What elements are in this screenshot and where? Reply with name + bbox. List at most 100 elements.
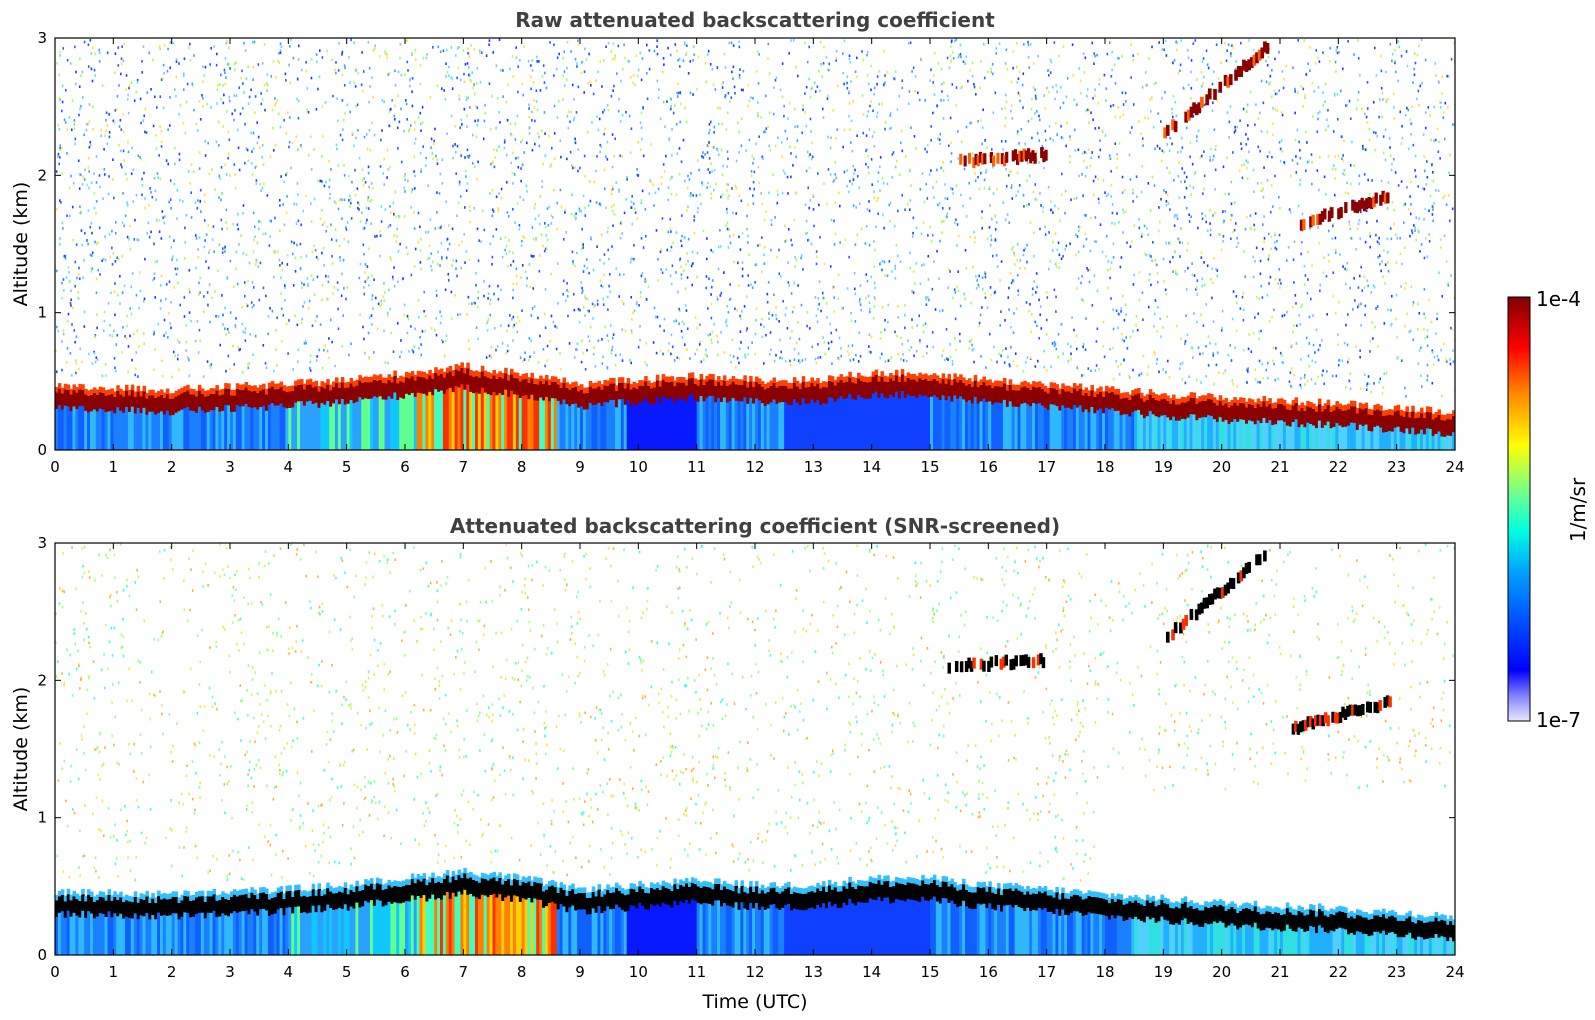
noise-pixel: [360, 83, 363, 87]
noise-pixel: [1407, 147, 1410, 151]
noise-pixel: [1212, 158, 1214, 162]
noise-pixel: [636, 300, 638, 304]
noise-pixel: [457, 201, 460, 205]
noise-pixel: [1376, 219, 1378, 223]
noise-pixel: [248, 261, 251, 265]
noise-pixel: [615, 267, 618, 270]
noise-pixel: [266, 89, 268, 92]
noise-pixel: [1357, 57, 1360, 60]
noise-pixel: [913, 135, 916, 138]
noise-pixel: [987, 70, 989, 74]
noise-pixel: [942, 169, 945, 173]
noise-pixel: [59, 199, 61, 202]
noise-pixel: [296, 360, 299, 363]
noise-pixel: [1085, 317, 1087, 320]
noise-pixel: [121, 350, 123, 354]
noise-pixel: [1158, 41, 1160, 44]
noise-pixel: [1447, 281, 1449, 285]
noise-pixel: [126, 98, 129, 101]
noise-pixel: [163, 221, 166, 225]
noise-pixel: [1386, 237, 1389, 241]
noise-pixel: [809, 117, 812, 121]
noise-pixel: [91, 267, 94, 270]
noise-pixel: [237, 345, 240, 349]
noise-pixel: [176, 339, 179, 342]
noise-pixel: [92, 46, 94, 50]
noise-pixel: [321, 56, 324, 59]
noise-pixel: [1317, 56, 1319, 60]
noise-pixel: [476, 305, 479, 309]
noise-pixel: [419, 63, 422, 67]
noise-pixel: [257, 265, 260, 268]
noise-pixel: [265, 294, 267, 298]
noise-pixel: [450, 46, 453, 49]
noise-pixel: [601, 285, 604, 289]
noise-pixel: [1248, 39, 1250, 42]
noise-pixel: [1451, 207, 1454, 211]
noise-pixel: [1259, 381, 1261, 384]
noise-pixel: [1098, 78, 1101, 81]
noise-pixel: [1254, 316, 1256, 319]
noise-pixel: [169, 41, 172, 44]
noise-pixel: [1176, 273, 1179, 276]
noise-pixel: [413, 155, 416, 158]
noise-pixel: [1328, 260, 1330, 263]
noise-pixel: [837, 273, 840, 277]
noise-pixel: [199, 188, 202, 192]
noise-pixel: [138, 306, 140, 310]
noise-pixel: [495, 348, 497, 352]
noise-pixel: [382, 295, 384, 299]
noise-pixel: [176, 217, 178, 220]
noise-pixel: [451, 264, 453, 267]
noise-pixel: [1097, 178, 1099, 181]
noise-pixel: [781, 356, 783, 360]
noise-pixel: [1439, 106, 1442, 109]
noise-pixel: [727, 183, 729, 186]
noise-pixel: [396, 234, 398, 238]
noise-pixel: [886, 274, 889, 278]
noise-pixel: [754, 332, 757, 336]
noise-pixel: [88, 170, 90, 173]
noise-pixel: [995, 47, 998, 50]
noise-pixel: [258, 146, 261, 150]
noise-pixel: [1161, 149, 1164, 153]
noise-pixel: [126, 178, 128, 181]
noise-pixel: [129, 334, 131, 338]
noise-pixel: [262, 232, 265, 236]
noise-pixel: [735, 159, 738, 163]
noise-pixel: [704, 353, 707, 357]
noise-pixel: [1356, 305, 1359, 309]
noise-pixel: [426, 257, 429, 261]
noise-pixel: [587, 81, 589, 85]
noise-pixel: [1443, 137, 1446, 141]
noise-pixel: [751, 341, 753, 345]
noise-pixel: [1278, 267, 1281, 271]
noise-pixel: [553, 43, 555, 47]
noise-pixel: [1047, 69, 1049, 72]
noise-pixel: [260, 92, 262, 95]
noise-pixel: [1113, 63, 1116, 67]
noise-pixel: [868, 171, 870, 175]
noise-pixel: [1452, 349, 1454, 353]
noise-pixel: [614, 363, 617, 367]
noise-pixel: [1062, 255, 1064, 258]
noise-pixel: [206, 360, 209, 363]
noise-pixel: [666, 248, 669, 252]
noise-pixel: [630, 127, 633, 131]
noise-pixel: [675, 123, 678, 126]
noise-pixel: [491, 208, 494, 212]
noise-pixel: [350, 38, 352, 42]
noise-pixel: [1301, 303, 1303, 307]
noise-pixel: [339, 133, 342, 137]
noise-pixel: [252, 211, 255, 215]
noise-pixel: [1310, 153, 1313, 156]
noise-pixel: [630, 329, 633, 332]
noise-pixel: [602, 303, 605, 306]
noise-pixel: [900, 357, 902, 361]
noise-pixel: [1390, 168, 1393, 172]
noise-pixel: [333, 200, 336, 204]
noise-pixel: [857, 360, 860, 363]
noise-pixel: [457, 66, 460, 70]
noise-pixel: [413, 227, 416, 230]
noise-pixel: [710, 302, 713, 306]
